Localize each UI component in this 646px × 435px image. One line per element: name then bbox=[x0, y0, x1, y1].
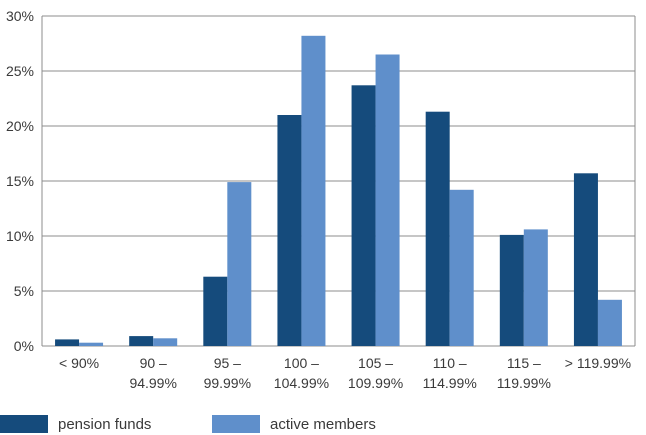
bar-active-members bbox=[449, 189, 474, 346]
legend-label-active-members: active members bbox=[270, 415, 376, 433]
bar-active-members bbox=[227, 182, 252, 346]
bar-pension-funds bbox=[129, 336, 154, 346]
x-tick-label: 110 –114.99% bbox=[423, 355, 477, 391]
bar-active-members bbox=[79, 342, 104, 346]
legend-item-active-members: active members bbox=[212, 415, 376, 433]
legend-swatch-active-members bbox=[212, 415, 260, 433]
bar-active-members bbox=[375, 54, 400, 346]
bar-pension-funds bbox=[351, 85, 376, 347]
y-tick-label: 30% bbox=[6, 8, 34, 24]
legend-label-pension-funds: pension funds bbox=[58, 415, 152, 433]
bar-pension-funds bbox=[499, 234, 524, 346]
x-tick-label: 95 –99.99% bbox=[204, 355, 251, 391]
y-tick-label: 5% bbox=[14, 283, 34, 299]
y-tick-label: 25% bbox=[6, 63, 34, 79]
x-tick-label: 105 –109.99% bbox=[348, 355, 403, 391]
y-tick-label: 20% bbox=[6, 118, 34, 134]
x-tick-label: < 90% bbox=[59, 355, 99, 371]
x-tick-label: 100 –104.99% bbox=[274, 355, 329, 391]
x-tick-label: > 119.99% bbox=[565, 355, 631, 371]
y-tick-label: 10% bbox=[6, 228, 34, 244]
bar-active-members bbox=[523, 229, 548, 346]
bar-active-members bbox=[153, 338, 178, 346]
x-tick-label: 115 –119.99% bbox=[497, 355, 551, 391]
y-tick-label: 15% bbox=[6, 173, 34, 189]
legend: pension funds active members bbox=[0, 413, 646, 435]
bar-pension-funds bbox=[425, 111, 450, 346]
bar-pension-funds bbox=[55, 339, 80, 346]
bar-pension-funds bbox=[573, 173, 598, 346]
x-tick-label: 90 –94.99% bbox=[129, 355, 176, 391]
bar-active-members bbox=[301, 35, 326, 347]
legend-item-pension-funds: pension funds bbox=[0, 415, 151, 433]
bar-pension-funds bbox=[203, 276, 228, 346]
bar-pension-funds bbox=[277, 115, 302, 346]
chart-plot: 0% 5% 10% 15% 20% 25% 30% < 90% 90 –94.99% 95 –99… bbox=[6, 8, 636, 391]
legend-swatch-pension-funds bbox=[0, 415, 48, 433]
y-tick-label: 0% bbox=[14, 338, 34, 354]
bar-active-members bbox=[597, 299, 622, 346]
